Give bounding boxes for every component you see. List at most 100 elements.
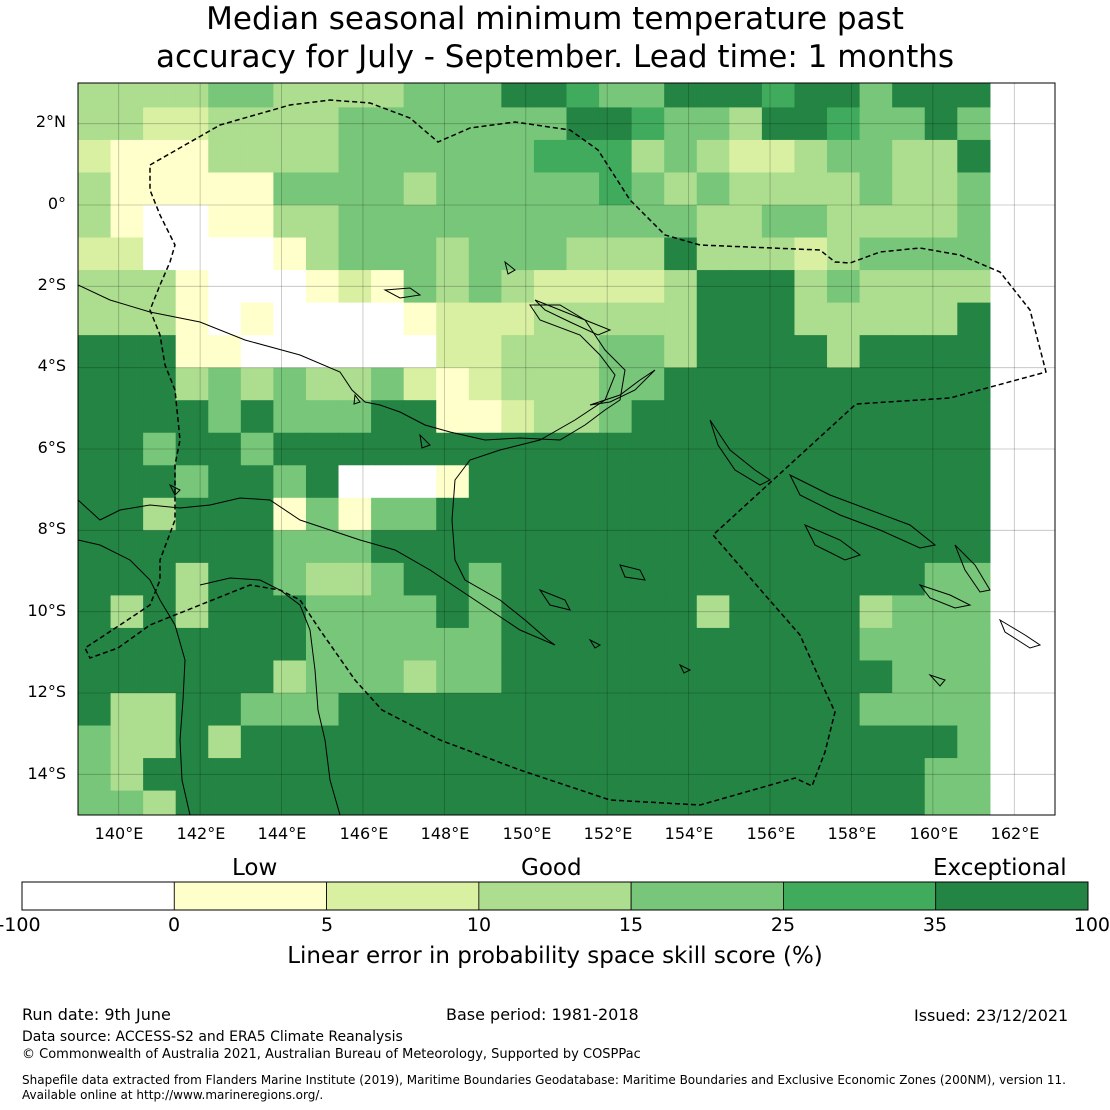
skill-cell	[566, 139, 600, 174]
skill-cell	[761, 335, 796, 369]
skill-cell	[599, 302, 633, 336]
skill-cell	[566, 693, 600, 727]
skill-cell	[827, 400, 861, 434]
skill-cell	[403, 758, 437, 792]
skill-cell	[403, 205, 437, 239]
skill-cell	[78, 465, 112, 499]
skill-cell	[78, 107, 112, 141]
skill-cell	[827, 660, 861, 694]
skill-cell	[957, 758, 991, 792]
skill-cell	[305, 139, 340, 174]
skill-cell	[794, 302, 828, 336]
skill-cell	[78, 497, 112, 531]
colorbar-tick: 15	[618, 914, 644, 936]
skill-cell	[566, 595, 600, 629]
skill-cell	[501, 367, 535, 401]
skill-cell	[761, 530, 796, 564]
skill-cell	[729, 172, 763, 206]
skill-cell	[436, 237, 470, 271]
skill-cell	[175, 562, 209, 596]
skill-cell	[729, 562, 763, 596]
skill-cell	[794, 107, 828, 141]
skill-cell	[859, 270, 893, 304]
skill-cell	[827, 725, 861, 759]
issued-date: Issued: 23/12/2021	[914, 1006, 1069, 1025]
skill-cell	[794, 335, 828, 369]
skill-cell	[468, 172, 502, 206]
skill-cell	[208, 107, 242, 141]
skill-cell	[794, 790, 828, 815]
copyright: © Commonwealth of Australia 2021, Austra…	[22, 1047, 641, 1062]
skill-cell	[892, 107, 926, 141]
skill-cell	[892, 270, 926, 304]
skill-cell	[273, 205, 307, 239]
skill-cell	[794, 465, 828, 499]
skill-cell	[696, 172, 730, 206]
skill-cell	[794, 205, 828, 239]
skill-cell	[110, 400, 144, 434]
skill-cell	[403, 562, 437, 596]
skill-cell	[501, 790, 535, 815]
skill-cell	[110, 367, 144, 401]
skill-cell	[305, 335, 340, 369]
skill-cell	[436, 627, 470, 662]
colorbar-tick: 5	[320, 914, 334, 936]
skill-cell	[664, 335, 698, 369]
skill-cell	[533, 400, 568, 434]
skill-cell	[403, 237, 437, 271]
skill-cell	[175, 302, 209, 336]
skill-cell	[305, 530, 340, 564]
skill-cell	[729, 693, 763, 727]
skill-cell	[403, 139, 437, 174]
colorbar-segment	[326, 881, 480, 911]
skill-cell	[566, 172, 600, 206]
skill-cell	[371, 432, 405, 466]
skill-cell	[566, 497, 600, 531]
skill-cell	[468, 725, 502, 759]
colorbar-tick: 0	[167, 914, 181, 936]
skill-cell	[696, 335, 730, 369]
skill-cell	[273, 725, 307, 759]
skill-cell	[957, 465, 991, 499]
skill-cell	[566, 790, 600, 815]
skill-cell	[664, 205, 698, 239]
skill-cell	[501, 758, 535, 792]
skill-cell	[892, 465, 926, 499]
skill-cell	[892, 400, 926, 434]
skill-cell	[533, 432, 568, 466]
skill-cell	[371, 725, 405, 759]
skill-cell	[859, 139, 893, 174]
skill-cell	[175, 237, 209, 271]
skill-cell	[436, 139, 470, 174]
skill-cell	[78, 172, 112, 206]
skill-cell	[957, 139, 991, 174]
map-frame	[77, 82, 1056, 816]
skill-cell	[566, 205, 600, 239]
colorbar-tick: 25	[770, 914, 796, 936]
skill-cell	[436, 758, 470, 792]
skill-cell	[78, 725, 112, 759]
skill-cell	[696, 725, 730, 759]
skill-cell	[371, 302, 405, 336]
skill-cell	[110, 270, 144, 304]
maritime-boundary	[84, 99, 1047, 806]
skill-cell	[468, 595, 502, 629]
skill-cell	[338, 205, 372, 239]
skill-cell	[338, 693, 372, 727]
skill-cell	[892, 758, 926, 792]
colorbar-label: Linear error in probability space skill …	[287, 943, 823, 969]
skill-cell	[729, 725, 763, 759]
skill-cell	[240, 693, 274, 727]
skill-cell	[78, 237, 112, 271]
skill-cell	[859, 205, 893, 239]
australia-coastline	[78, 539, 341, 815]
skill-cell	[305, 302, 340, 336]
skill-cell	[533, 205, 568, 239]
skill-cell	[273, 627, 307, 662]
skill-cell	[338, 530, 372, 564]
skill-cell	[599, 660, 633, 694]
skill-cell	[827, 205, 861, 239]
skill-cell	[338, 107, 372, 141]
skill-cell	[403, 367, 437, 401]
skill-cell	[729, 302, 763, 336]
